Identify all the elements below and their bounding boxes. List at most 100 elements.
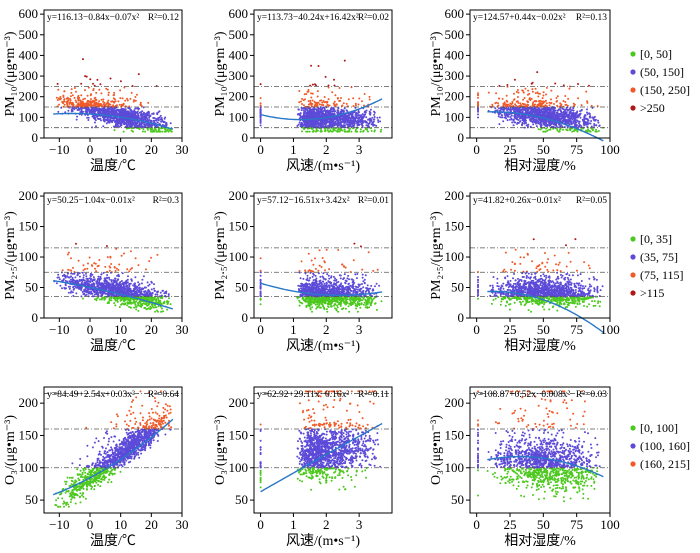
- data-point: [299, 112, 302, 115]
- data-point: [112, 113, 115, 116]
- data-point: [148, 260, 151, 263]
- data-point: [578, 113, 581, 116]
- data-point: [501, 116, 504, 119]
- data-point: [156, 121, 159, 124]
- data-point: [123, 86, 126, 89]
- data-point: [98, 100, 101, 103]
- data-point: [510, 108, 513, 111]
- data-point: [371, 116, 374, 119]
- data-point: [380, 128, 383, 131]
- data-point: [575, 116, 578, 119]
- data-point: [497, 113, 500, 116]
- data-point: [553, 103, 555, 105]
- y-tick-label: 500: [445, 27, 465, 42]
- x-tick-label: 25: [504, 142, 517, 157]
- data-point: [549, 102, 552, 105]
- y-tick-label: 100: [229, 109, 249, 124]
- data-point: [591, 128, 594, 131]
- data-point: [542, 94, 545, 97]
- data-point: [515, 117, 518, 120]
- data-point: [531, 102, 534, 105]
- data-point: [110, 299, 113, 302]
- data-point: [575, 119, 578, 122]
- data-point: [115, 125, 118, 128]
- data-point: [320, 108, 323, 111]
- data-point: [522, 91, 525, 94]
- data-point: [591, 116, 594, 119]
- data-point: [355, 112, 357, 115]
- r-squared: R²=0.13: [576, 13, 607, 23]
- data-point: [563, 119, 566, 122]
- data-point: [314, 108, 317, 111]
- data-point: [319, 99, 321, 102]
- data-point: [373, 113, 376, 116]
- data-point: [334, 120, 337, 123]
- data-point: [537, 128, 540, 131]
- data-point: [104, 104, 107, 106]
- data-point: [328, 104, 331, 107]
- data-point: [113, 119, 116, 122]
- data-point: [567, 97, 570, 100]
- data-point: [306, 90, 309, 93]
- data-point: [130, 129, 133, 132]
- data-point: [139, 114, 142, 117]
- data-point: [314, 83, 316, 86]
- data-point: [532, 117, 535, 120]
- data-point: [510, 117, 513, 120]
- data-point: [68, 102, 71, 105]
- data-point: [259, 119, 262, 122]
- data-point: [311, 92, 314, 95]
- data-point: [581, 118, 584, 121]
- data-point: [337, 111, 340, 114]
- data-point: [560, 103, 563, 106]
- data-point: [129, 97, 132, 100]
- data-point: [73, 108, 76, 111]
- data-point: [586, 101, 589, 104]
- data-point: [97, 115, 99, 117]
- data-point: [545, 102, 548, 105]
- data-point: [560, 113, 563, 116]
- data-point: [67, 291, 70, 294]
- scatter-points: [259, 59, 383, 133]
- x-tick-label: 1: [290, 142, 297, 157]
- data-point: [138, 111, 141, 114]
- data-point: [335, 103, 338, 106]
- data-point: [501, 97, 504, 100]
- data-point: [502, 108, 504, 111]
- data-point: [538, 121, 541, 124]
- data-point: [572, 111, 575, 114]
- data-point: [477, 94, 479, 97]
- data-point: [155, 119, 158, 122]
- data-point: [169, 303, 172, 306]
- data-point: [137, 264, 140, 267]
- data-point: [334, 129, 336, 132]
- data-point: [259, 121, 262, 124]
- data-point: [124, 99, 127, 102]
- x-tick-label: 0: [257, 142, 264, 157]
- data-point: [61, 269, 64, 272]
- data-point: [498, 107, 500, 110]
- data-point: [528, 97, 531, 100]
- data-point: [80, 94, 83, 97]
- data-point: [564, 95, 567, 97]
- data-point: [57, 88, 60, 91]
- data-point: [519, 116, 522, 119]
- data-point: [153, 283, 155, 286]
- data-point: [144, 130, 147, 133]
- data-point: [142, 275, 145, 278]
- data-point: [522, 118, 525, 121]
- data-point: [538, 92, 541, 95]
- data-point: [357, 110, 360, 113]
- data-point: [377, 119, 380, 122]
- data-point: [142, 128, 145, 131]
- data-point: [259, 108, 262, 111]
- data-point: [75, 90, 77, 93]
- data-point: [59, 96, 62, 98]
- y-axis-label: PM₁₀/(μg•m⁻³): [213, 31, 228, 116]
- data-point: [67, 109, 70, 112]
- data-point: [259, 97, 262, 99]
- data-point: [102, 125, 105, 128]
- data-point: [145, 117, 148, 120]
- data-point: [106, 102, 109, 105]
- y-axis-label: PM₁₀/(μg•m⁻³): [3, 31, 18, 116]
